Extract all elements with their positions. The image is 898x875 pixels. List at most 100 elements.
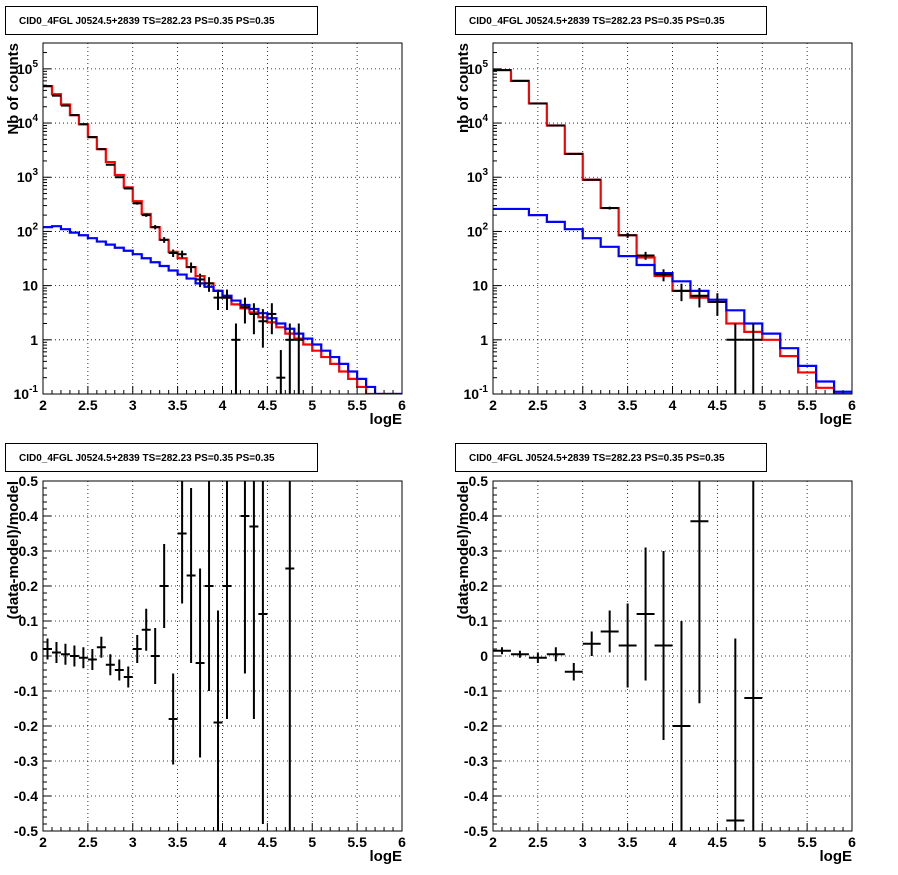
y-tick-label: 103 bbox=[17, 167, 39, 185]
y-tick-label: 0 bbox=[480, 648, 488, 664]
data-point bbox=[285, 323, 295, 394]
data-point bbox=[276, 350, 286, 394]
x-tick-label: 2.5 bbox=[78, 834, 98, 850]
x-tick-label: 3 bbox=[129, 834, 137, 850]
x-tick-label: 3 bbox=[129, 397, 137, 413]
x-tick-label: 4 bbox=[669, 397, 677, 413]
x-tick-label: 4.5 bbox=[708, 834, 728, 850]
x-tick-label: 2.5 bbox=[78, 397, 98, 413]
data-point bbox=[51, 642, 61, 663]
y-tick-label: 10 bbox=[22, 278, 38, 294]
data-point bbox=[195, 273, 205, 288]
y-tick-label: 104 bbox=[17, 113, 39, 131]
x-tick-label: 6 bbox=[848, 834, 856, 850]
tick-exponent: 2 bbox=[32, 221, 38, 232]
data-point bbox=[168, 673, 178, 765]
data-point bbox=[87, 649, 97, 670]
x-tick-label: 3 bbox=[579, 834, 587, 850]
data-point bbox=[168, 249, 178, 258]
x-tick-label: 6 bbox=[848, 397, 856, 413]
tick-base: 10 bbox=[467, 61, 483, 77]
data-point bbox=[258, 309, 268, 348]
data-point bbox=[240, 297, 250, 324]
tick-base: 10 bbox=[14, 386, 30, 402]
y-tick-label: 0.4 bbox=[469, 508, 489, 524]
data-point bbox=[636, 251, 655, 260]
tick-base: 10 bbox=[467, 223, 483, 239]
title-box bbox=[455, 6, 767, 35]
data-point bbox=[105, 654, 115, 676]
y-tick-label: 0.2 bbox=[469, 578, 489, 594]
y-tick-label: -0.3 bbox=[14, 753, 38, 769]
y-tick-label: 0.3 bbox=[19, 543, 39, 559]
tick-exponent: 2 bbox=[482, 221, 488, 232]
y-tick-label: -0.5 bbox=[14, 823, 38, 839]
x-tick-label: 4.5 bbox=[258, 397, 278, 413]
data-point bbox=[726, 638, 745, 831]
y-tick-label: -0.4 bbox=[14, 788, 38, 804]
data-point bbox=[672, 283, 691, 302]
x-tick-label: 5.5 bbox=[797, 834, 817, 850]
data-point bbox=[231, 323, 241, 394]
y-axis-label: Nb of counts bbox=[5, 43, 22, 135]
data-point bbox=[222, 289, 232, 310]
chart-panel-4: CID0_4FGL J0524.5+2839 TS=282.23 PS=0.35… bbox=[455, 443, 856, 865]
data-point bbox=[69, 645, 79, 667]
y-tick-label: -0.4 bbox=[464, 788, 488, 804]
data-point bbox=[159, 544, 169, 628]
data-point bbox=[123, 666, 133, 688]
tick-exponent: 4 bbox=[32, 113, 38, 124]
x-tick-label: 3.5 bbox=[168, 397, 188, 413]
x-tick-label: 5.5 bbox=[797, 397, 817, 413]
title-box bbox=[455, 443, 767, 472]
data-point bbox=[141, 213, 151, 217]
y-tick-label: 10-1 bbox=[14, 384, 39, 402]
y-tick-label: 0.2 bbox=[19, 578, 39, 594]
y-tick-label: 102 bbox=[17, 221, 39, 239]
y-tick-label: -0.3 bbox=[464, 753, 488, 769]
data-point bbox=[564, 152, 583, 155]
data-point bbox=[564, 663, 583, 681]
data-point bbox=[510, 650, 529, 658]
x-axis-label: logE bbox=[820, 411, 853, 428]
y-tick-label: 0.1 bbox=[19, 613, 39, 629]
x-axis-label: logE bbox=[370, 848, 403, 865]
y-tick-label: -0.5 bbox=[464, 823, 488, 839]
y-tick-label: 0.5 bbox=[469, 473, 489, 489]
data-point bbox=[294, 323, 304, 394]
x-tick-label: 4.5 bbox=[258, 834, 278, 850]
data-point bbox=[186, 262, 196, 273]
data-point bbox=[141, 608, 151, 651]
tick-base: 10 bbox=[17, 115, 33, 131]
chart-title: CID0_4FGL J0524.5+2839 TS=282.23 PS=0.35… bbox=[19, 453, 275, 464]
data-point bbox=[123, 187, 133, 190]
data-point bbox=[177, 250, 187, 259]
tick-base: 10 bbox=[464, 386, 480, 402]
tick-exponent: -1 bbox=[29, 384, 38, 395]
y-tick-label: 105 bbox=[17, 59, 39, 77]
data-point bbox=[78, 647, 88, 669]
x-tick-label: 2 bbox=[489, 397, 497, 413]
data-point bbox=[222, 481, 232, 719]
x-tick-label: 2 bbox=[39, 397, 47, 413]
y-tick-label: 10-1 bbox=[464, 384, 489, 402]
data-point bbox=[546, 647, 565, 662]
data-point bbox=[105, 163, 115, 166]
data-point bbox=[600, 206, 619, 210]
plot-area bbox=[43, 481, 295, 831]
data-point bbox=[114, 176, 124, 179]
chart-title: CID0_4FGL J0524.5+2839 TS=282.23 PS=0.35… bbox=[469, 453, 725, 464]
data-point bbox=[249, 481, 259, 719]
data-point bbox=[636, 547, 655, 681]
x-tick-label: 6 bbox=[398, 397, 406, 413]
data-point bbox=[528, 652, 547, 663]
plot-area bbox=[493, 68, 852, 394]
tick-base: 10 bbox=[17, 169, 33, 185]
tick-base: 10 bbox=[17, 61, 33, 77]
tick-exponent: 5 bbox=[32, 59, 38, 70]
y-tick-label: 0.3 bbox=[469, 543, 489, 559]
data-point bbox=[672, 621, 691, 831]
data-point bbox=[258, 481, 268, 824]
plot-area bbox=[493, 481, 763, 831]
